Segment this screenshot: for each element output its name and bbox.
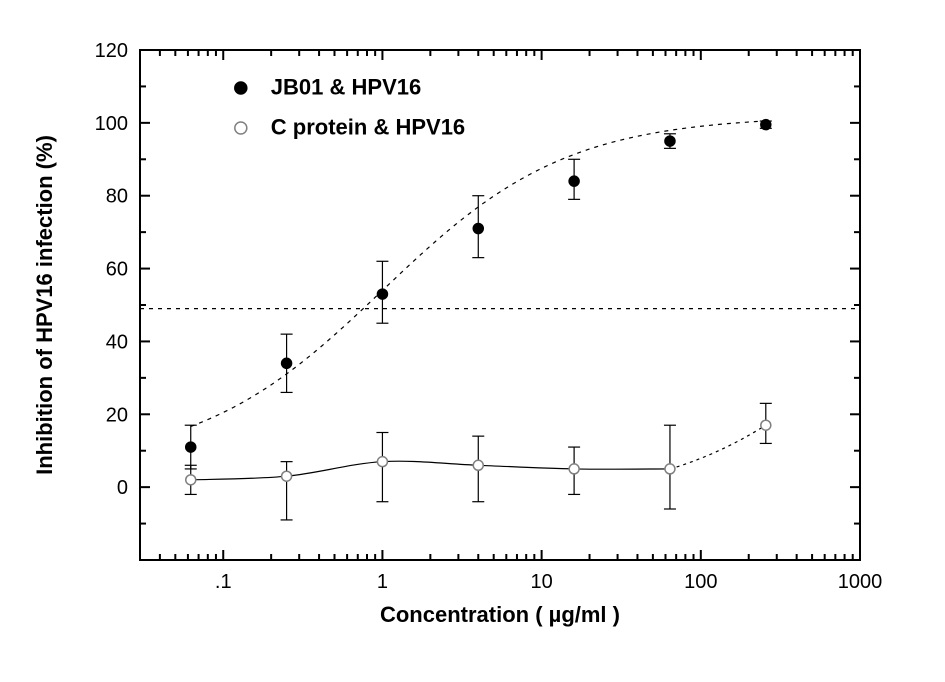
- series-marker-cprotein: [569, 464, 579, 474]
- x-tick-label: 10: [530, 571, 552, 593]
- x-tick-label: 1: [377, 571, 388, 593]
- y-tick-label: 120: [95, 40, 128, 62]
- y-tick-label: 20: [106, 404, 128, 426]
- y-tick-label: 40: [106, 331, 128, 353]
- y-tick-label: 60: [106, 259, 128, 281]
- series-marker-jb01: [665, 136, 675, 146]
- x-tick-label: .1: [215, 571, 232, 593]
- series-marker-jb01: [761, 120, 771, 130]
- y-tick-label: 0: [117, 477, 128, 499]
- x-tick-label: 1000: [838, 571, 883, 593]
- x-tick-label: 100: [684, 571, 717, 593]
- series-marker-jb01: [282, 358, 292, 368]
- series-marker-cprotein: [761, 420, 771, 430]
- series-marker-cprotein: [665, 464, 675, 474]
- chart-container: 0 20 40 60 80 100 120 .1 1 10 100 1000 JB01 & HPV16 C…: [0, 0, 945, 682]
- series-marker-cprotein: [282, 471, 292, 481]
- series-marker-jb01: [377, 289, 387, 299]
- legend-label-jb01: JB01 & HPV16: [271, 75, 421, 100]
- legend-marker-cprotein: [235, 122, 247, 134]
- chart-svg: 0 20 40 60 80 100 120 .1 1 10 100 1000 JB01 & HPV16 C…: [0, 0, 945, 682]
- series-marker-cprotein: [186, 475, 196, 485]
- y-axis-label: Inhibition of HPV16 infection (%): [32, 135, 57, 475]
- legend-marker-jb01: [235, 82, 247, 94]
- y-tick-label: 80: [106, 186, 128, 208]
- y-tick-label: 100: [95, 113, 128, 135]
- legend-label-cprotein: C protein & HPV16: [271, 115, 465, 140]
- series-marker-cprotein: [377, 457, 387, 467]
- x-axis-label: Concentration ( µg/ml ): [380, 602, 620, 627]
- series-marker-cprotein: [473, 460, 483, 470]
- series-marker-jb01: [569, 176, 579, 186]
- series-marker-jb01: [186, 442, 196, 452]
- series-marker-jb01: [473, 224, 483, 234]
